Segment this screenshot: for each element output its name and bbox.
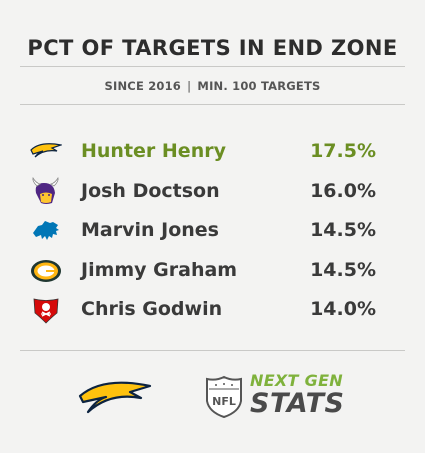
table-row: Hunter Henry 17.5%: [0, 133, 425, 173]
table-row: Jimmy Graham 14.5%: [0, 252, 425, 292]
nfl-shield-icon: NFL: [206, 375, 242, 419]
next-gen-stats-logo: NEXT GEN STATS: [250, 371, 345, 419]
player-pct: 14.0%: [310, 298, 376, 320]
subtitle-divider: [20, 104, 405, 105]
subtitle-separator: |: [187, 79, 192, 93]
packers-g-icon: [31, 259, 61, 282]
player-name: Chris Godwin: [81, 298, 223, 320]
player-name: Hunter Henry: [81, 140, 226, 162]
brand-line2: STATS: [250, 388, 345, 419]
player-pct: 16.0%: [310, 179, 376, 202]
subtitle-min-targets: MIN. 100 TARGETS: [197, 79, 321, 93]
table-row: Marvin Jones 14.5%: [0, 212, 425, 252]
player-name: Josh Doctson: [81, 179, 220, 202]
svg-text:NFL: NFL: [212, 395, 236, 408]
player-pct: 17.5%: [310, 140, 376, 162]
vikings-helmet-icon: [32, 176, 59, 204]
player-pct: 14.5%: [310, 258, 376, 281]
buccaneers-flag-icon: [33, 298, 59, 324]
leaderboard-table: Hunter Henry 17.5% Josh Doctson 16.0% Ma…: [0, 133, 425, 331]
lions-icon: [33, 221, 59, 240]
brand-line1: NEXT GEN: [250, 371, 343, 390]
chargers-bolt-icon: [30, 143, 62, 158]
player-name: Jimmy Graham: [81, 258, 238, 281]
footer-divider: [20, 350, 405, 351]
subtitle-since: SINCE 2016: [104, 79, 182, 93]
chart-title: PCT OF TARGETS IN END ZONE: [27, 36, 398, 60]
player-name: Marvin Jones: [81, 219, 219, 241]
chargers-bolt-logo: [78, 381, 152, 414]
chart-subtitle: SINCE 2016 | MIN. 100 TARGETS: [0, 79, 425, 93]
player-pct: 14.5%: [310, 219, 376, 241]
title-divider: [20, 66, 405, 67]
table-row: Chris Godwin 14.0%: [0, 291, 425, 331]
table-row: Josh Doctson 16.0%: [0, 173, 425, 213]
